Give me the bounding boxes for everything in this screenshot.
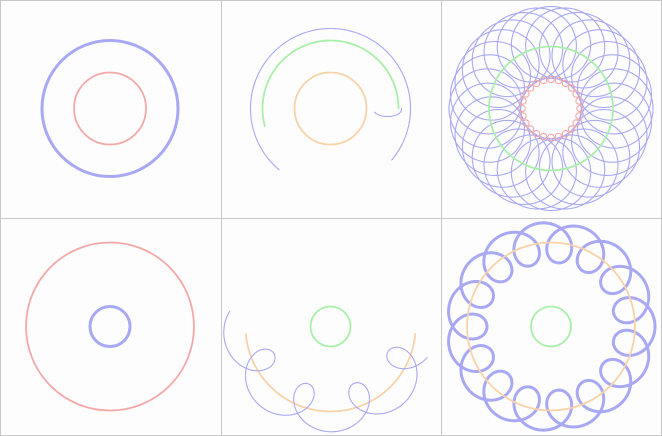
panel-3-red-bead-ring-bead: [561, 79, 570, 88]
panel-3-red-bead-ring-bead: [547, 75, 555, 84]
panel-3-red-bead-ring-bead: [575, 97, 583, 105]
panel-3-red-bead-ring-bead: [539, 76, 548, 85]
panel-3-red-bead-ring-bead: [522, 119, 530, 127]
panel-3-red-bead-ring-bead: [539, 132, 548, 141]
panel-3-red-bead-ring-bead: [554, 76, 563, 85]
panel-3-red-bead-ring-bead: [567, 84, 576, 92]
panel-1-blue-circle: [40, 39, 180, 178]
panel-3-red-bead-ring-bead: [526, 84, 535, 92]
panel-2-orange-circle: [293, 71, 368, 146]
panel-3-green-circle: [488, 45, 614, 172]
panel-2-green-arc: [261, 39, 400, 127]
panel-3-red-bead-ring-bead: [526, 125, 535, 133]
panel-3-red-bead-ring-bead: [554, 132, 563, 141]
panel-6: [447, 221, 657, 432]
panel-3-red-bead-ring-bead: [547, 133, 555, 142]
panel-6-blue-epicycloid: [447, 221, 657, 432]
panel-3-red-bead-ring-bead: [572, 119, 580, 127]
panel-2-blue-arc: [249, 27, 412, 171]
panel-4: [25, 241, 195, 412]
panel-3-red-bead-ring-bead: [572, 90, 580, 98]
panel-3-red-bead-ring-bead: [522, 90, 530, 98]
panel-5: [223, 305, 428, 433]
panel-4-red-circle: [25, 241, 195, 412]
panel-6-orange-circle: [466, 241, 636, 412]
panel-2: [249, 27, 412, 171]
panel-5-orange-arc: [244, 333, 417, 413]
panel-4-blue-circle: [88, 305, 132, 348]
panel-3: [448, 5, 654, 212]
panel-3-red-bead-ring-bead: [518, 104, 526, 113]
panel-3-red-bead-ring-bead: [519, 97, 527, 105]
panel-3-red-bead-ring-bead: [532, 79, 541, 88]
panel-3-red-bead-ring-bead: [575, 112, 583, 120]
panel-3-red-bead-ring-bead: [561, 129, 570, 138]
panel-1: [40, 39, 180, 178]
panel-2-blue-hook: [373, 107, 403, 118]
panel-5-green-circle: [309, 305, 352, 348]
panel-3-red-bead-ring-bead: [567, 125, 576, 133]
panel-3-red-bead-ring-bead: [576, 104, 584, 113]
panel-1-red-circle: [73, 71, 147, 146]
panel-3-red-bead-ring-bead: [532, 129, 541, 138]
panel-5-blue-loop-trail: [223, 310, 428, 433]
panel-6-green-circle: [530, 305, 572, 348]
panel-3-blue-spirograph: [448, 5, 654, 212]
panel-3-red-bead-ring-bead: [519, 112, 527, 120]
